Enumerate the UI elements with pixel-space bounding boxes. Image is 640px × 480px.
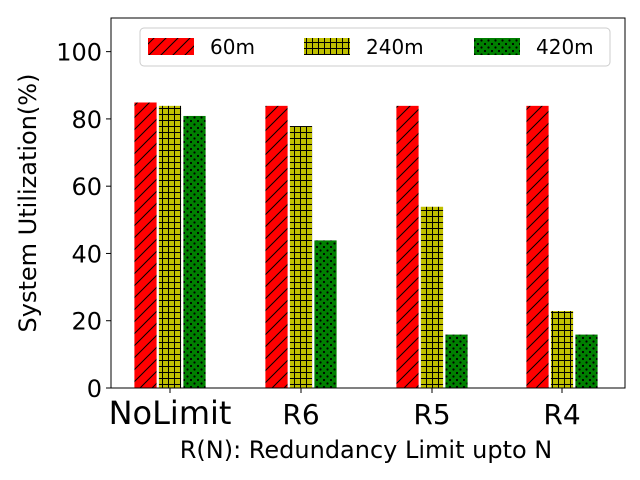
y-tick-label: 0 bbox=[87, 375, 102, 403]
legend-label-60m: 60m bbox=[210, 35, 255, 59]
legend: 60m 240m 420m bbox=[139, 27, 611, 67]
bar-60m-NoLimit bbox=[133, 101, 158, 389]
bar-60m-R6 bbox=[264, 105, 289, 389]
bar-240m-R6 bbox=[289, 125, 313, 389]
bars-layer bbox=[133, 101, 599, 389]
y-tick-label: 100 bbox=[56, 39, 102, 67]
x-tick-label: NoLimit bbox=[109, 394, 232, 432]
bar-60m-R5 bbox=[395, 105, 420, 389]
x-axis-label: R(N): Redundancy Limit upto N bbox=[180, 436, 553, 464]
y-tick-label: 60 bbox=[71, 173, 102, 201]
bar-420m-R6 bbox=[313, 239, 338, 389]
legend-label-420m: 420m bbox=[536, 35, 594, 59]
y-axis: 0 20 40 60 80 100 bbox=[56, 39, 111, 403]
legend-swatch-420m bbox=[474, 38, 520, 55]
bar-420m-NoLimit bbox=[182, 115, 207, 389]
legend-swatch-240m bbox=[304, 38, 350, 55]
legend-swatch-60m bbox=[148, 38, 194, 55]
legend-label-240m: 240m bbox=[366, 35, 424, 59]
y-axis-label: System Utilization(%) bbox=[14, 74, 42, 333]
x-tick-label: R5 bbox=[413, 398, 450, 431]
plot-frame bbox=[110, 17, 626, 389]
y-tick-label: 40 bbox=[71, 240, 102, 268]
bar-420m-R4 bbox=[574, 333, 599, 389]
bar-240m-NoLimit bbox=[158, 105, 182, 389]
legend-frame bbox=[139, 27, 611, 67]
bar-240m-R5 bbox=[420, 205, 444, 389]
x-tick-label: R4 bbox=[543, 398, 580, 431]
bar-420m-R5 bbox=[444, 333, 469, 389]
y-tick-label: 80 bbox=[71, 106, 102, 134]
bar-240m-R4 bbox=[550, 310, 574, 389]
bar-60m-R4 bbox=[525, 105, 550, 389]
x-axis: NoLimit R6 R5 R4 bbox=[109, 388, 581, 432]
x-tick-label: R6 bbox=[282, 398, 319, 431]
y-tick-label: 20 bbox=[71, 308, 102, 336]
